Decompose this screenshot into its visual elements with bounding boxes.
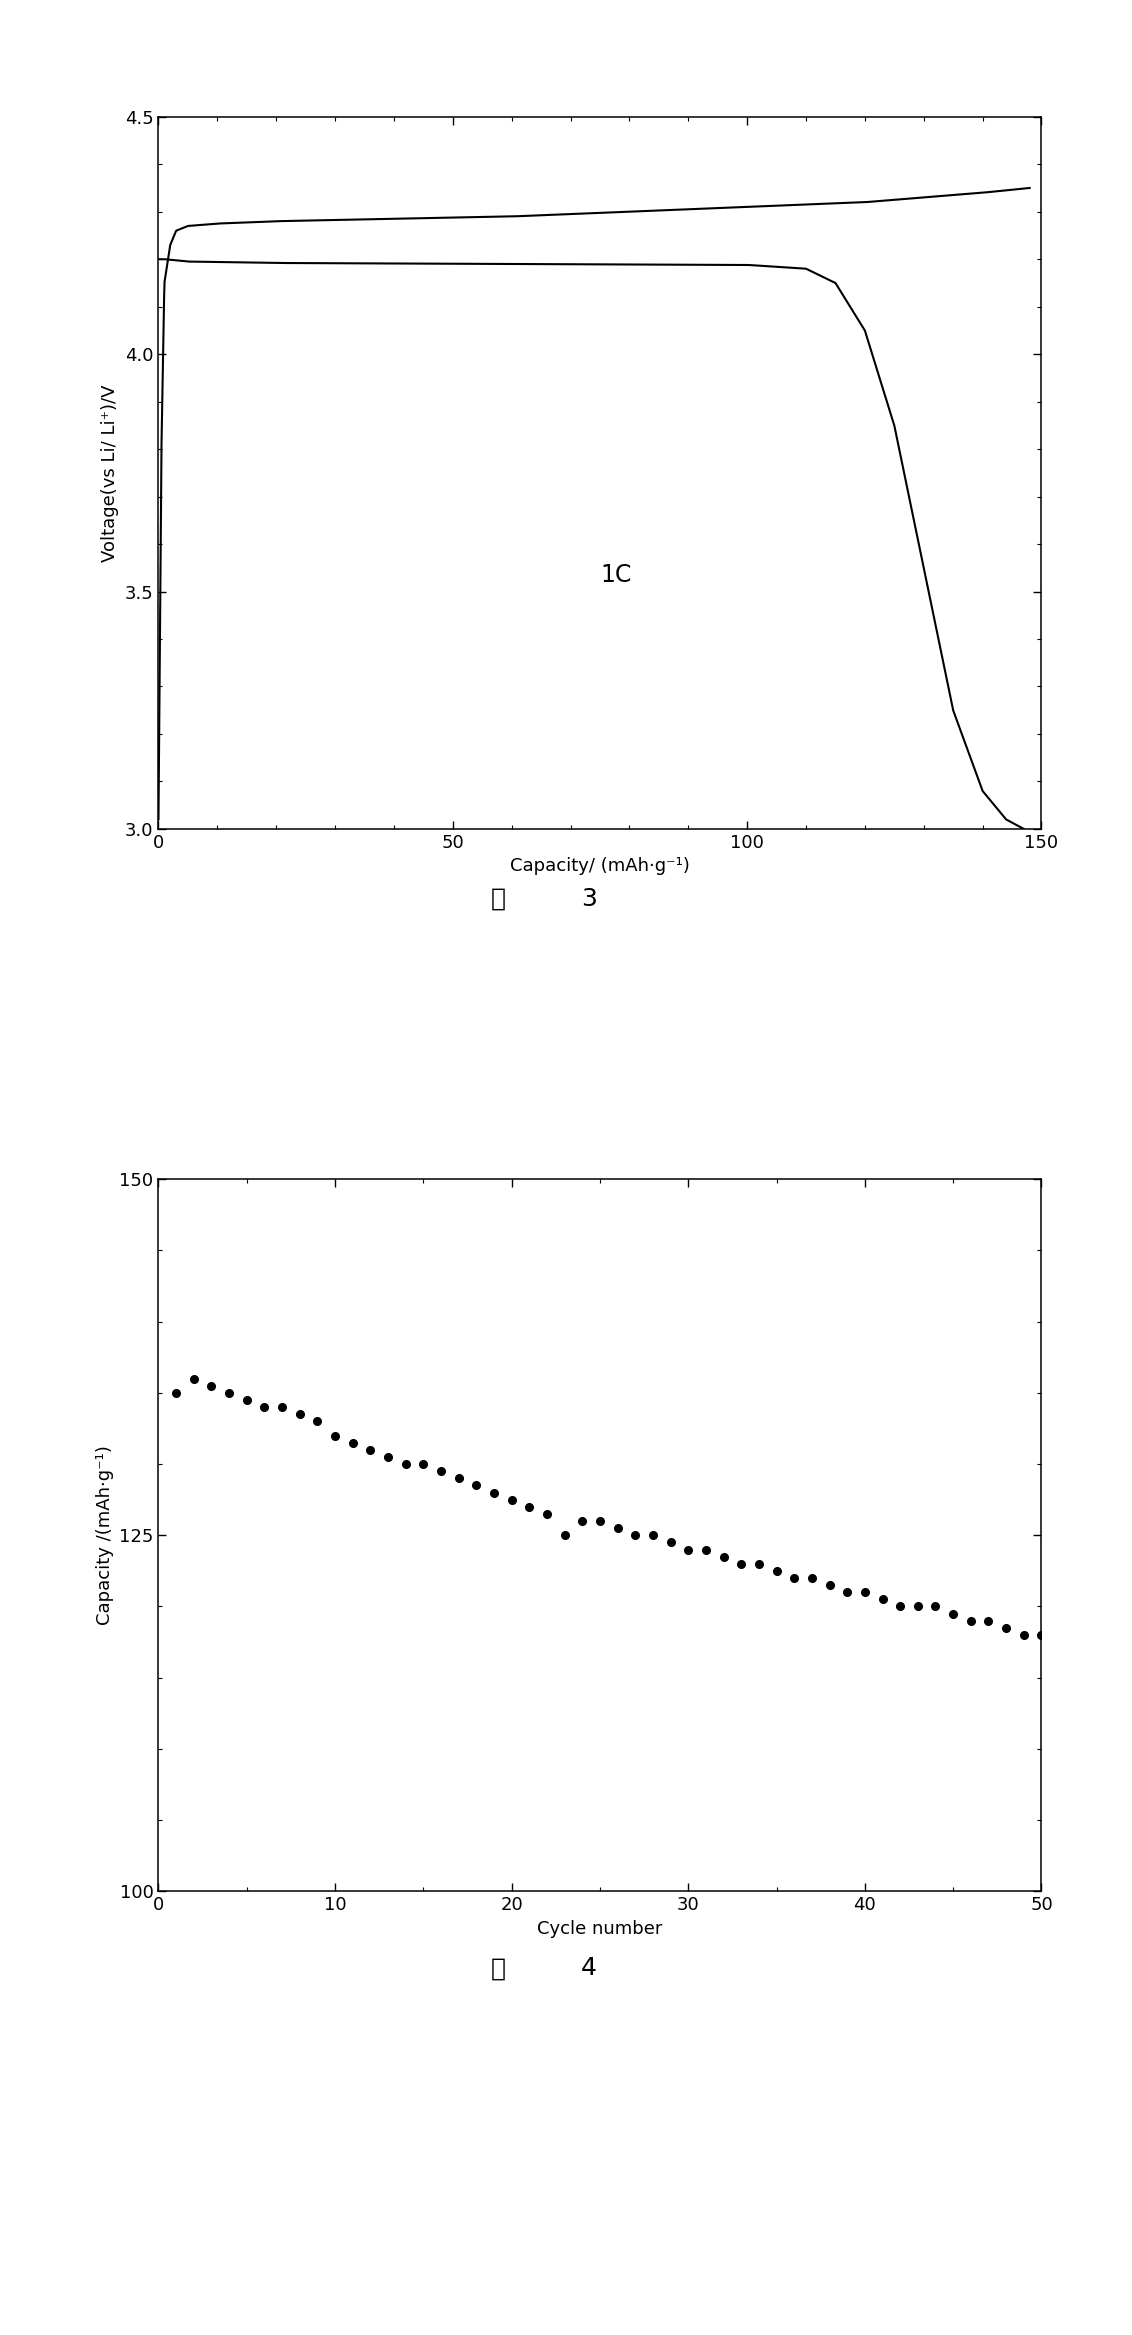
- X-axis label: Cycle number: Cycle number: [538, 1919, 662, 1938]
- Text: 图: 图: [490, 1957, 506, 1980]
- Text: 4: 4: [581, 1957, 597, 1980]
- X-axis label: Capacity/ (mAh·g⁻¹): Capacity/ (mAh·g⁻¹): [511, 857, 689, 876]
- Text: 1C: 1C: [600, 563, 632, 586]
- Y-axis label: Capacity /(mAh·g⁻¹): Capacity /(mAh·g⁻¹): [96, 1445, 113, 1625]
- Text: 图: 图: [490, 887, 506, 911]
- Y-axis label: Voltage(vs Li/ Li⁺)/V: Voltage(vs Li/ Li⁺)/V: [101, 383, 119, 563]
- Text: 3: 3: [581, 887, 597, 911]
